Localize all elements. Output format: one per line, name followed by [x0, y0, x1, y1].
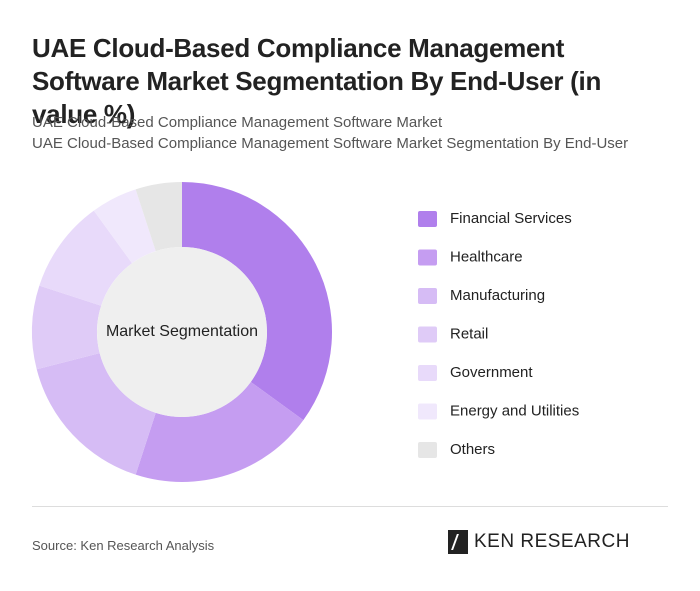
center-label: Market Segmentation	[106, 323, 258, 340]
legend-label: Retail	[450, 325, 488, 342]
pie-slice	[36, 353, 156, 475]
legend-label: Energy and Utilities	[450, 402, 579, 419]
divider	[32, 506, 668, 507]
logo: KEN RESEARCH	[448, 530, 630, 554]
legend-swatch	[418, 326, 437, 343]
subtitle: UAE Cloud-Based Compliance Management So…	[32, 114, 443, 131]
subtitle: UAE Cloud-Based Compliance Management So…	[32, 135, 629, 152]
legend-swatch	[418, 365, 437, 381]
legend-swatch	[418, 442, 437, 458]
legend-swatch	[418, 288, 437, 304]
logo-text: KEN RESEARCH	[474, 531, 630, 552]
pie-slice	[135, 381, 304, 482]
legend-label: Others	[450, 441, 495, 458]
legend-label: Financial Services	[450, 210, 572, 227]
chart-title: UAE Cloud-Based Compliance Management So…	[32, 33, 602, 129]
pie-slice	[39, 210, 133, 306]
legend-label: Government	[450, 364, 533, 381]
legend-label: Manufacturing	[450, 287, 545, 304]
source: Source: Ken Research Analysis	[32, 538, 215, 553]
legend-swatch	[418, 249, 437, 266]
pie-slice	[32, 285, 102, 370]
donut-hole	[97, 247, 267, 417]
logo-mark	[448, 530, 468, 554]
pie-slice	[93, 189, 156, 264]
pie-slice	[135, 182, 182, 252]
legend-label: Healthcare	[450, 248, 523, 265]
pie-slice	[182, 182, 332, 421]
legend-swatch	[418, 403, 437, 420]
legend-swatch	[418, 211, 437, 227]
